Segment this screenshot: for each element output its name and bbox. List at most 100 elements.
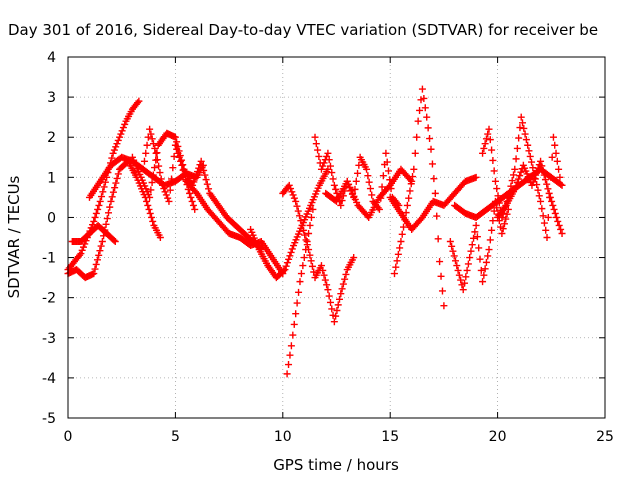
data-point <box>190 178 198 186</box>
data-point <box>339 280 347 288</box>
data-point <box>300 254 308 262</box>
data-point <box>201 171 209 179</box>
data-point <box>108 193 116 201</box>
data-point <box>488 146 496 154</box>
data-point <box>519 119 527 127</box>
data-point <box>149 140 157 148</box>
data-point <box>514 175 522 183</box>
data-point <box>494 192 502 200</box>
data-point <box>330 181 338 189</box>
data-point <box>426 135 434 143</box>
x-tick-label: 15 <box>381 429 399 445</box>
data-point <box>473 233 481 241</box>
data-point <box>159 181 167 189</box>
data-point <box>515 134 523 142</box>
series-sat-i <box>279 181 358 326</box>
data-point <box>109 188 117 196</box>
data-point <box>488 226 496 234</box>
data-point <box>499 225 507 233</box>
data-point <box>423 113 431 121</box>
data-point <box>489 156 497 164</box>
data-point <box>92 260 100 268</box>
data-point <box>169 164 177 172</box>
data-point <box>298 221 306 229</box>
data-point <box>542 226 550 234</box>
plot-frame <box>67 56 606 419</box>
data-point <box>90 217 98 225</box>
data-point <box>378 183 386 191</box>
data-point <box>407 180 415 188</box>
data-point <box>307 257 315 265</box>
x-tick-label: 25 <box>596 429 614 445</box>
data-point <box>90 270 98 278</box>
data-point <box>556 173 564 181</box>
data-point <box>484 252 492 260</box>
data-point <box>98 193 106 201</box>
data-point <box>296 278 304 286</box>
data-point <box>91 265 99 273</box>
data-point <box>281 266 289 274</box>
data-point <box>420 94 428 102</box>
data-point <box>516 172 524 180</box>
data-point <box>528 158 536 166</box>
data-point <box>502 215 510 223</box>
data-point <box>164 194 172 202</box>
data-point <box>192 188 200 196</box>
series-sat-p <box>479 113 564 241</box>
y-tick-label: -2 <box>42 291 56 307</box>
data-point <box>174 149 182 157</box>
data-point <box>328 305 336 313</box>
data-point <box>114 136 122 144</box>
data-point <box>555 221 563 229</box>
data-point <box>162 191 170 199</box>
data-point <box>550 205 558 213</box>
data-point <box>317 165 325 173</box>
data-point <box>508 177 516 185</box>
data-point <box>436 258 444 266</box>
data-point <box>534 186 542 194</box>
data-point <box>152 149 160 157</box>
data-point <box>294 207 302 215</box>
data-point <box>156 234 164 241</box>
data-point <box>538 162 546 170</box>
data-point <box>336 295 344 303</box>
data-point <box>153 156 161 164</box>
data-point <box>147 213 155 221</box>
data-point <box>92 209 100 217</box>
data-point <box>113 140 121 148</box>
axis-ticks: 0 5 10 15 20 25 -5 -4 -3 -2 -1 0 1 2 3 4 <box>42 50 614 445</box>
data-point <box>553 213 561 221</box>
data-point <box>151 144 159 152</box>
data-point <box>341 275 349 283</box>
data-point <box>179 166 187 174</box>
data-point <box>485 125 493 133</box>
data-point <box>282 262 290 270</box>
data-point <box>433 212 441 220</box>
data-point <box>326 162 334 170</box>
data-point <box>479 149 487 157</box>
x-tick-label: 0 <box>64 429 73 445</box>
data-point <box>306 221 314 229</box>
data-point <box>397 238 405 246</box>
data-point <box>333 307 341 315</box>
data-point <box>541 176 549 184</box>
data-point <box>326 298 334 306</box>
data-point <box>428 160 436 168</box>
data-point <box>287 342 295 350</box>
data-point <box>532 171 540 179</box>
grid-lines <box>68 57 605 418</box>
data-point <box>106 203 114 211</box>
data-point <box>350 254 358 262</box>
data-point <box>438 287 446 295</box>
data-point <box>205 185 213 193</box>
data-point <box>95 201 103 209</box>
data-point <box>363 165 371 173</box>
data-point <box>155 162 163 170</box>
data-point <box>188 197 196 205</box>
data-point <box>511 165 519 173</box>
data-point <box>119 124 127 132</box>
data-point <box>400 223 408 231</box>
x-tick-label: 20 <box>489 429 507 445</box>
data-point <box>528 181 536 189</box>
